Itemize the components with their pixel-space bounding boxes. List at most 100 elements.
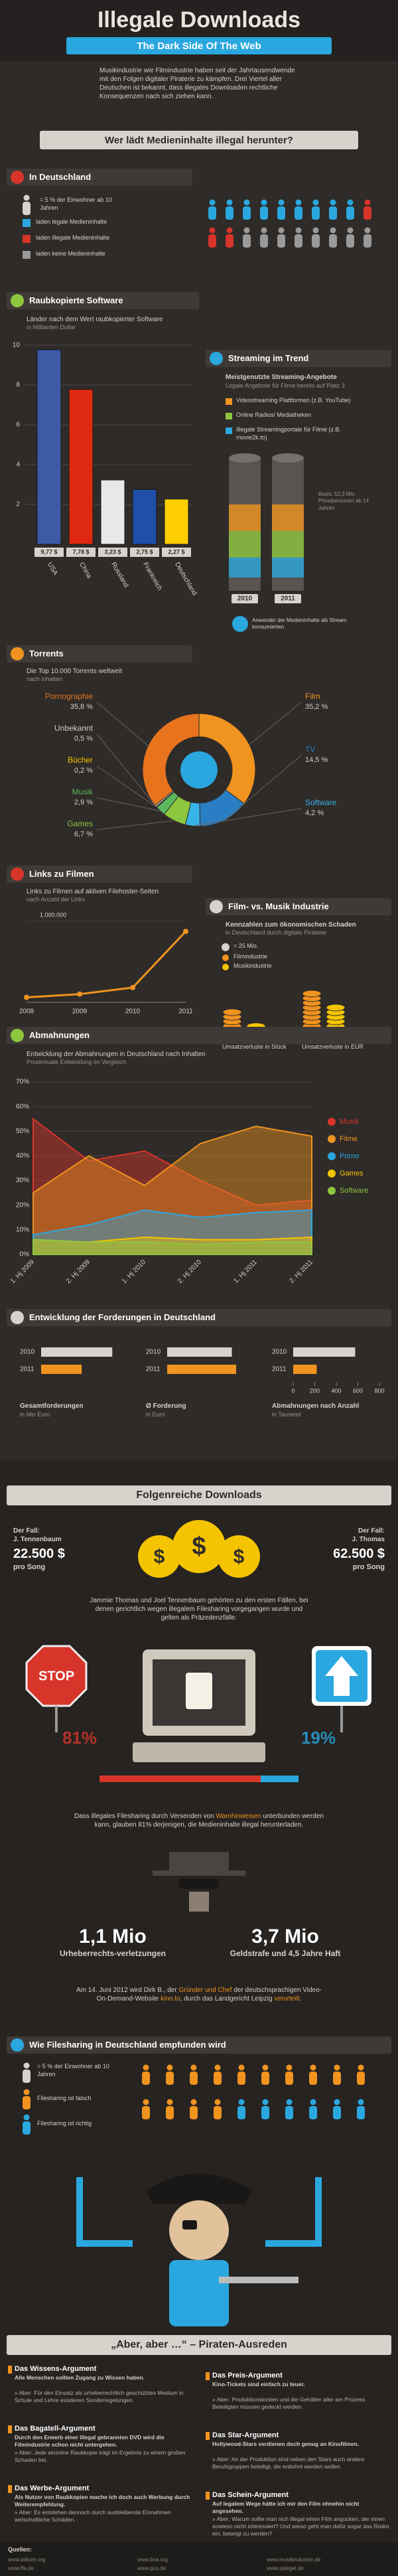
argument-answer: » Aber: Produktionskosten und die Gehält… — [212, 2396, 365, 2411]
person-icon-body — [208, 234, 216, 248]
person-icon-head — [278, 227, 285, 234]
slice-value: 6,7 % — [74, 830, 93, 838]
stat-value: 3,7 Mio — [251, 1926, 319, 1947]
x-tick-label: 2009 — [72, 1008, 88, 1016]
stream-icon — [232, 616, 248, 632]
person-icon-head — [143, 2099, 149, 2105]
person-icon-body — [190, 2106, 198, 2119]
person-icon-head — [295, 227, 302, 234]
section-icon — [11, 171, 24, 184]
section-title: Links zu Filmen — [29, 869, 94, 879]
section-icon — [210, 352, 223, 365]
subtitle: Die Top 10.000 Torrents weltweit — [27, 668, 123, 675]
person-icon-head — [312, 199, 319, 206]
argument-claim: Als Nutzer von Raubkopien mache ich doch… — [15, 2494, 190, 2508]
section-title: Film- vs. Musik Industrie — [228, 901, 329, 911]
person-icon-head — [23, 2089, 30, 2095]
person-icon-body — [346, 206, 354, 220]
person-icon-body — [357, 2072, 365, 2085]
person-icon-body — [309, 2106, 317, 2119]
x-tick-label: 2010 — [125, 1008, 141, 1016]
value-label-box — [66, 548, 96, 557]
highlight: verurteilt — [274, 1995, 300, 2003]
leader-line — [96, 702, 149, 746]
bar — [293, 1347, 356, 1357]
x-tick-label: 2. Hj 2011 — [289, 1258, 315, 1285]
person-icon-body — [333, 2106, 341, 2119]
person-icon-body — [261, 2106, 269, 2119]
svg-text:$: $ — [154, 1546, 165, 1568]
person-icon-body — [285, 2072, 293, 2085]
argument-answer: » Aber: Jede einzelne Raubkopie trägt im… — [15, 2449, 186, 2464]
donut-slice — [142, 713, 200, 806]
person-icon-head — [347, 199, 354, 206]
argument-claim: Hollywood-Stars verdienen doch genug an … — [212, 2441, 360, 2447]
value-label-box — [98, 548, 127, 557]
person-icon-body — [237, 2072, 245, 2085]
unit-note: in Milliarden Dollar — [27, 324, 76, 331]
section-title: Raubkopierte Software — [29, 295, 123, 305]
highlight: Gründer und Chef — [178, 1987, 232, 1994]
chart-label: Abmahnungen nach Anzahl — [272, 1402, 360, 1410]
person-icon-body — [23, 2096, 31, 2109]
slice-value: 14,5 % — [305, 756, 328, 764]
x-tick-label: 0 — [291, 1387, 295, 1394]
legend-swatch — [222, 954, 229, 961]
arrow-sign — [312, 1646, 371, 1732]
year-label: 2010 — [146, 1349, 161, 1356]
x-tick-label: 1. Hj 2009 — [9, 1258, 36, 1285]
person-icon-head — [261, 227, 267, 234]
slice-value: 0,2 % — [74, 767, 93, 775]
leader-line — [192, 808, 302, 826]
person-icon-head — [209, 227, 216, 234]
value-label: 9,77 $ — [40, 548, 57, 555]
share-label: 19% — [301, 1728, 336, 1748]
section-title: Wie Filesharing in Deutschland empfunden… — [29, 2040, 226, 2050]
subtitle: Meistgenutzte Streaming-Angebote — [226, 374, 337, 381]
heading-band — [7, 1485, 391, 1505]
section-band — [7, 645, 192, 662]
person-icon-body — [312, 234, 320, 248]
text-part: Dass illegales Filesharing durch Versend… — [74, 1813, 216, 1820]
person-icon-body — [329, 234, 337, 248]
argument-claim: Durch den Erwerb einer illegal gebrannte… — [15, 2434, 165, 2449]
person-icon-head — [209, 199, 216, 206]
stat-label: Urheberrechts-verletzungen — [59, 1949, 166, 1958]
highlight: Warnhinweisen — [216, 1813, 261, 1820]
person-icon-head — [261, 199, 267, 206]
person-icon-head — [364, 227, 371, 234]
x-tick-label: 200 — [310, 1387, 320, 1394]
value-label-box — [130, 548, 159, 557]
person-icon-body — [312, 206, 320, 220]
year-label: 2011 — [146, 1366, 161, 1373]
heading-band — [7, 2335, 391, 2355]
footer-label: Quellen: — [8, 2546, 33, 2553]
argument-title: Das Werbe-Argument — [15, 2484, 90, 2492]
legend-swatch — [328, 1170, 336, 1177]
y-tick-label: 10 — [13, 342, 21, 349]
leader-line — [96, 797, 161, 812]
legend-label: laden illegale Medieninhalte — [36, 234, 110, 241]
x-tick-label: 2011 — [178, 1008, 193, 1016]
person-icon-body — [23, 202, 31, 215]
hat-figure — [153, 1852, 245, 1912]
computer — [133, 1649, 265, 1762]
source: www.musikindustrie.de — [267, 2557, 321, 2563]
person-icon-body — [214, 2072, 222, 2085]
legend-label: laden legale Medieninhalte — [36, 218, 107, 225]
slice-value: 2,9 % — [74, 798, 93, 806]
value-label-box — [162, 548, 191, 557]
y-tick-label: 4 — [16, 461, 20, 469]
legend-swatch — [328, 1118, 336, 1126]
cylinder-band — [229, 558, 261, 577]
x-tick-label: 600 — [353, 1387, 363, 1394]
cylinder-top — [229, 453, 261, 463]
y-tick-label: 1.000.000 — [40, 912, 66, 919]
case-label: Der Fall: — [358, 1527, 385, 1535]
argument-marker — [206, 2432, 210, 2440]
person-icon-head — [358, 2064, 364, 2071]
legend-label: Online Radios/ Mediatheken — [236, 412, 312, 418]
person-icon-body — [226, 234, 233, 248]
value-label: 2,75 $ — [136, 548, 153, 555]
y-tick-label: 8 — [16, 382, 20, 389]
